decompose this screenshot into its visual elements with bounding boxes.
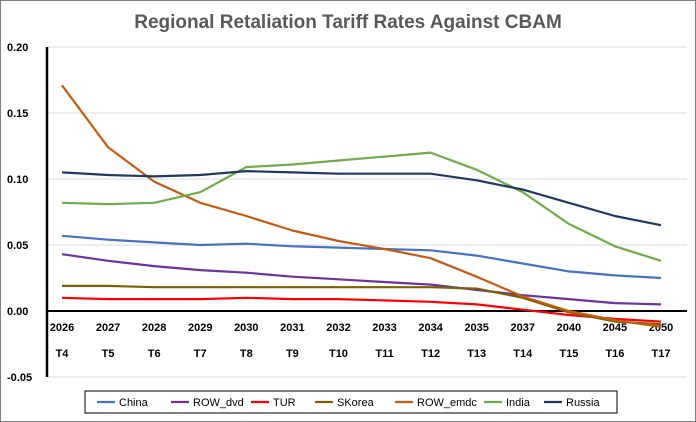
x-tick-label-secondary: T7 [194, 348, 207, 360]
chart-title: Regional Retaliation Tariff Rates Agains… [134, 12, 562, 33]
series-line-skorea [62, 284, 662, 326]
x-tick-label: 2034 [418, 322, 443, 334]
x-tick-label-secondary: T13 [467, 348, 486, 360]
x-tick-label-secondary: T6 [148, 348, 161, 360]
y-tick-label: 0.05 [7, 240, 28, 252]
x-tick-label-secondary: T12 [421, 348, 440, 360]
x-tick-label-secondary: T8 [240, 348, 253, 360]
x-tick-label: 2037 [511, 322, 535, 334]
legend-label: TUR [273, 397, 296, 409]
legend-label: ROW_emdc [417, 397, 477, 409]
legend: China ROW_dvd TUR SKorea ROW_emdc India Russia [84, 390, 618, 414]
x-tick-label-secondary: T15 [559, 348, 578, 360]
legend-label: India [506, 397, 531, 409]
legend-label: SKorea [337, 397, 375, 409]
legend-label: Russia [566, 397, 601, 409]
x-tick-label-secondary: T17 [652, 348, 671, 360]
gridlines [47, 46, 687, 378]
x-tick-label: 2032 [326, 322, 350, 334]
series-line-china [61, 234, 662, 280]
y-tick-label: -0.05 [7, 372, 32, 384]
series-lines [61, 84, 662, 328]
series-line-tur [61, 296, 662, 323]
x-tick-label: 2035 [464, 322, 488, 334]
x-tick-label: 2040 [557, 322, 581, 334]
legend-box [84, 390, 618, 414]
x-tick-label-secondary: T9 [286, 348, 299, 360]
y-tick-label: 0.10 [7, 174, 28, 186]
x-tick-label: 2033 [372, 322, 396, 334]
x-tick-label: 2026 [50, 322, 74, 334]
legend-label: China [119, 397, 149, 409]
x-tick-label: 2027 [96, 322, 120, 334]
series-line-russia [61, 170, 662, 227]
x-tick-label-secondary: T5 [102, 348, 115, 360]
x-tick-label-secondary: T14 [513, 348, 533, 360]
series-line-row-dvd [61, 253, 662, 306]
x-tick-label: 2029 [188, 322, 212, 334]
y-tick-label: 0.20 [7, 42, 28, 54]
x-tick-label: 2030 [234, 322, 258, 334]
x-tick-label-secondary: T4 [56, 348, 70, 360]
series-line-india [61, 151, 662, 262]
y-tick-label: 0.15 [7, 108, 28, 120]
x-tick-label: 2031 [280, 322, 304, 334]
x-tick-label-secondary: T16 [605, 348, 624, 360]
series-line-row-emdc [61, 84, 662, 328]
legend-label: ROW_dvd [193, 397, 244, 409]
x-tick-label: 2045 [603, 322, 627, 334]
x-tick-label-secondary: T10 [329, 348, 348, 360]
x-tick-label: 2028 [142, 322, 166, 334]
axes: 0.20 0.15 0.10 0.05 0.00 -0.05 2026 T4 2027 T5 202… [7, 42, 687, 384]
y-tick-label: 0.00 [7, 306, 28, 318]
x-tick-label-secondary: T11 [375, 348, 393, 360]
